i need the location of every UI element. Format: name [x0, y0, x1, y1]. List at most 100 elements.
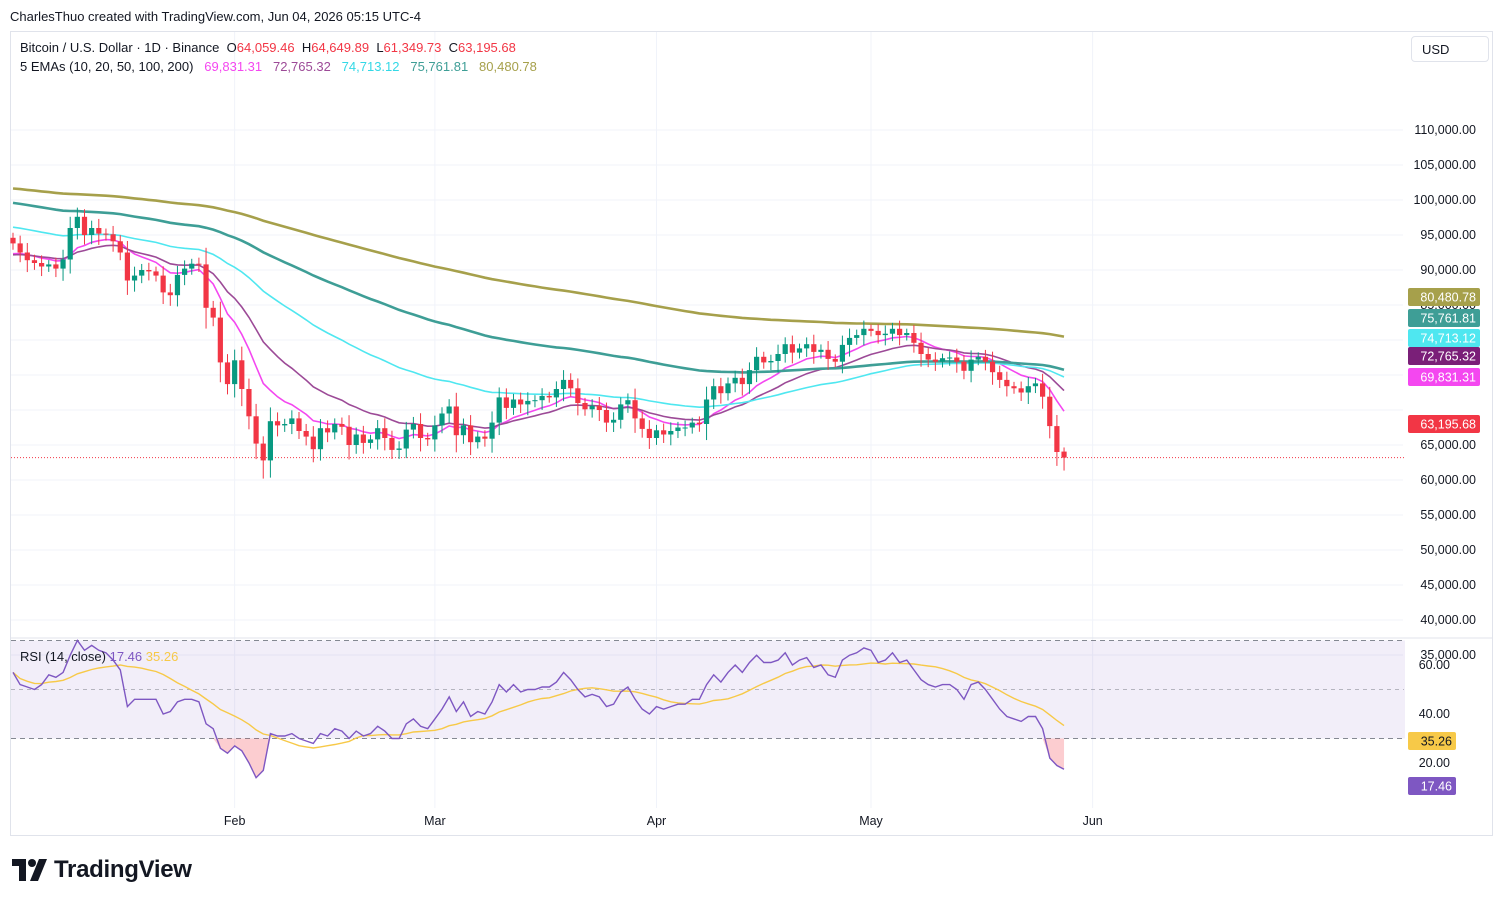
candle-body: [854, 335, 860, 338]
candle-body: [375, 428, 381, 440]
candle-body: [668, 431, 674, 435]
time-tick-label: Feb: [224, 814, 246, 828]
candle-body: [718, 386, 724, 394]
candle-body: [103, 233, 109, 235]
price-tick-label: 55,000.00: [1420, 508, 1476, 522]
candle-body: [196, 263, 202, 265]
price-label-text: 80,480.78: [1420, 291, 1476, 305]
candle-body: [982, 356, 988, 362]
price-label-tag: [1408, 347, 1480, 365]
candle-body: [468, 425, 474, 443]
ema20-value: 72,765.32: [272, 59, 331, 74]
candle-body: [17, 243, 23, 253]
candle-body: [625, 400, 631, 405]
candle-body: [346, 426, 352, 445]
candle-body: [954, 357, 960, 362]
candle-body: [789, 344, 795, 353]
candle-body: [396, 448, 402, 450]
candle-body: [818, 349, 824, 352]
high-value: 64,649.89: [311, 40, 370, 55]
candle-body: [696, 422, 702, 424]
candle-body: [167, 292, 173, 296]
candle-body: [575, 388, 581, 403]
ema10-value: 69,831.31: [204, 59, 263, 74]
low-label: L: [376, 40, 384, 55]
candle-body: [367, 439, 374, 443]
candle-body: [382, 428, 388, 438]
ema-title[interactable]: 5 EMAs (10, 20, 50, 100, 200): [20, 59, 194, 74]
ema100-line: [12, 201, 1065, 374]
candle-body: [553, 389, 559, 398]
price-label-text: 69,831.31: [1420, 371, 1476, 385]
candle-body: [1018, 388, 1024, 393]
price-label-text: 63,195.68: [1420, 418, 1476, 432]
candle-body: [139, 270, 145, 276]
candle-body: [804, 344, 810, 349]
symbol-title[interactable]: Bitcoin / U.S. Dollar · 1D · Binance: [20, 40, 220, 55]
brand-name: TradingView: [54, 856, 192, 883]
candle-body: [875, 330, 881, 336]
candle-body: [332, 424, 338, 433]
candle-body: [546, 396, 552, 398]
candle-body: [661, 430, 667, 435]
candle-body: [868, 328, 874, 331]
time-tick-label: Jun: [1083, 814, 1103, 828]
candle-body: [274, 421, 281, 426]
candle-body: [846, 337, 853, 345]
candle-body: [203, 264, 209, 308]
candle-body: [389, 438, 395, 450]
candle-body: [210, 307, 216, 318]
candle-body: [560, 379, 567, 389]
price-tick-label: 110,000.00: [1414, 123, 1476, 137]
candle-body: [611, 419, 617, 423]
candle-body: [182, 268, 188, 275]
candle-body: [425, 438, 431, 440]
rsi-title[interactable]: RSI (14, close): [20, 649, 106, 664]
candle-body: [39, 263, 45, 267]
candle-body: [832, 358, 838, 362]
candle-body: [67, 228, 73, 260]
low-value: 61,349.73: [383, 40, 442, 55]
time-tick-label: Mar: [424, 814, 446, 828]
candle-body: [975, 356, 981, 360]
candle-body: [353, 434, 359, 445]
chart-credit: CharlesThuo created with TradingView.com…: [10, 9, 421, 24]
candle-body: [761, 356, 767, 363]
candle-body: [446, 406, 452, 414]
high-label: H: [301, 40, 312, 55]
currency-button[interactable]: USD: [1411, 36, 1489, 62]
candle-body: [410, 424, 416, 430]
tradingview-brand[interactable]: TradingView: [12, 856, 192, 884]
candle-body: [360, 434, 366, 443]
candle-body: [889, 328, 896, 334]
candle-body: [432, 425, 438, 440]
candle-body: [53, 264, 59, 269]
price-tick-label: 35,000.00: [1420, 648, 1476, 662]
candle-body: [1025, 386, 1031, 393]
candle-body: [782, 344, 788, 354]
rsi-label-text: 35.26: [1421, 735, 1452, 749]
candle-body: [682, 427, 688, 429]
candle-body: [596, 405, 602, 410]
candle-body: [460, 425, 467, 436]
price-label-text: 74,713.12: [1420, 332, 1476, 346]
candle-body: [81, 216, 88, 235]
rsi-label-tag: [1408, 777, 1456, 795]
ema50-value: 74,713.12: [341, 59, 400, 74]
time-tick-label: Apr: [647, 814, 666, 828]
rsi-legend-value: 17.46: [109, 649, 143, 664]
price-tick-label: 90,000.00: [1420, 263, 1476, 277]
candle-body: [131, 275, 138, 281]
price-tick-label: 100,000.00: [1413, 193, 1476, 207]
candle-body: [503, 397, 509, 408]
ema200-value: 80,480.78: [479, 59, 537, 74]
candle-body: [932, 359, 938, 362]
candle-body: [739, 377, 745, 385]
price-tick-label: 45,000.00: [1420, 578, 1476, 592]
price-label-tag: [1408, 309, 1480, 327]
candle-body: [124, 252, 130, 281]
candle-body: [475, 436, 481, 443]
candle-body: [403, 429, 409, 449]
candle-body: [746, 370, 753, 385]
